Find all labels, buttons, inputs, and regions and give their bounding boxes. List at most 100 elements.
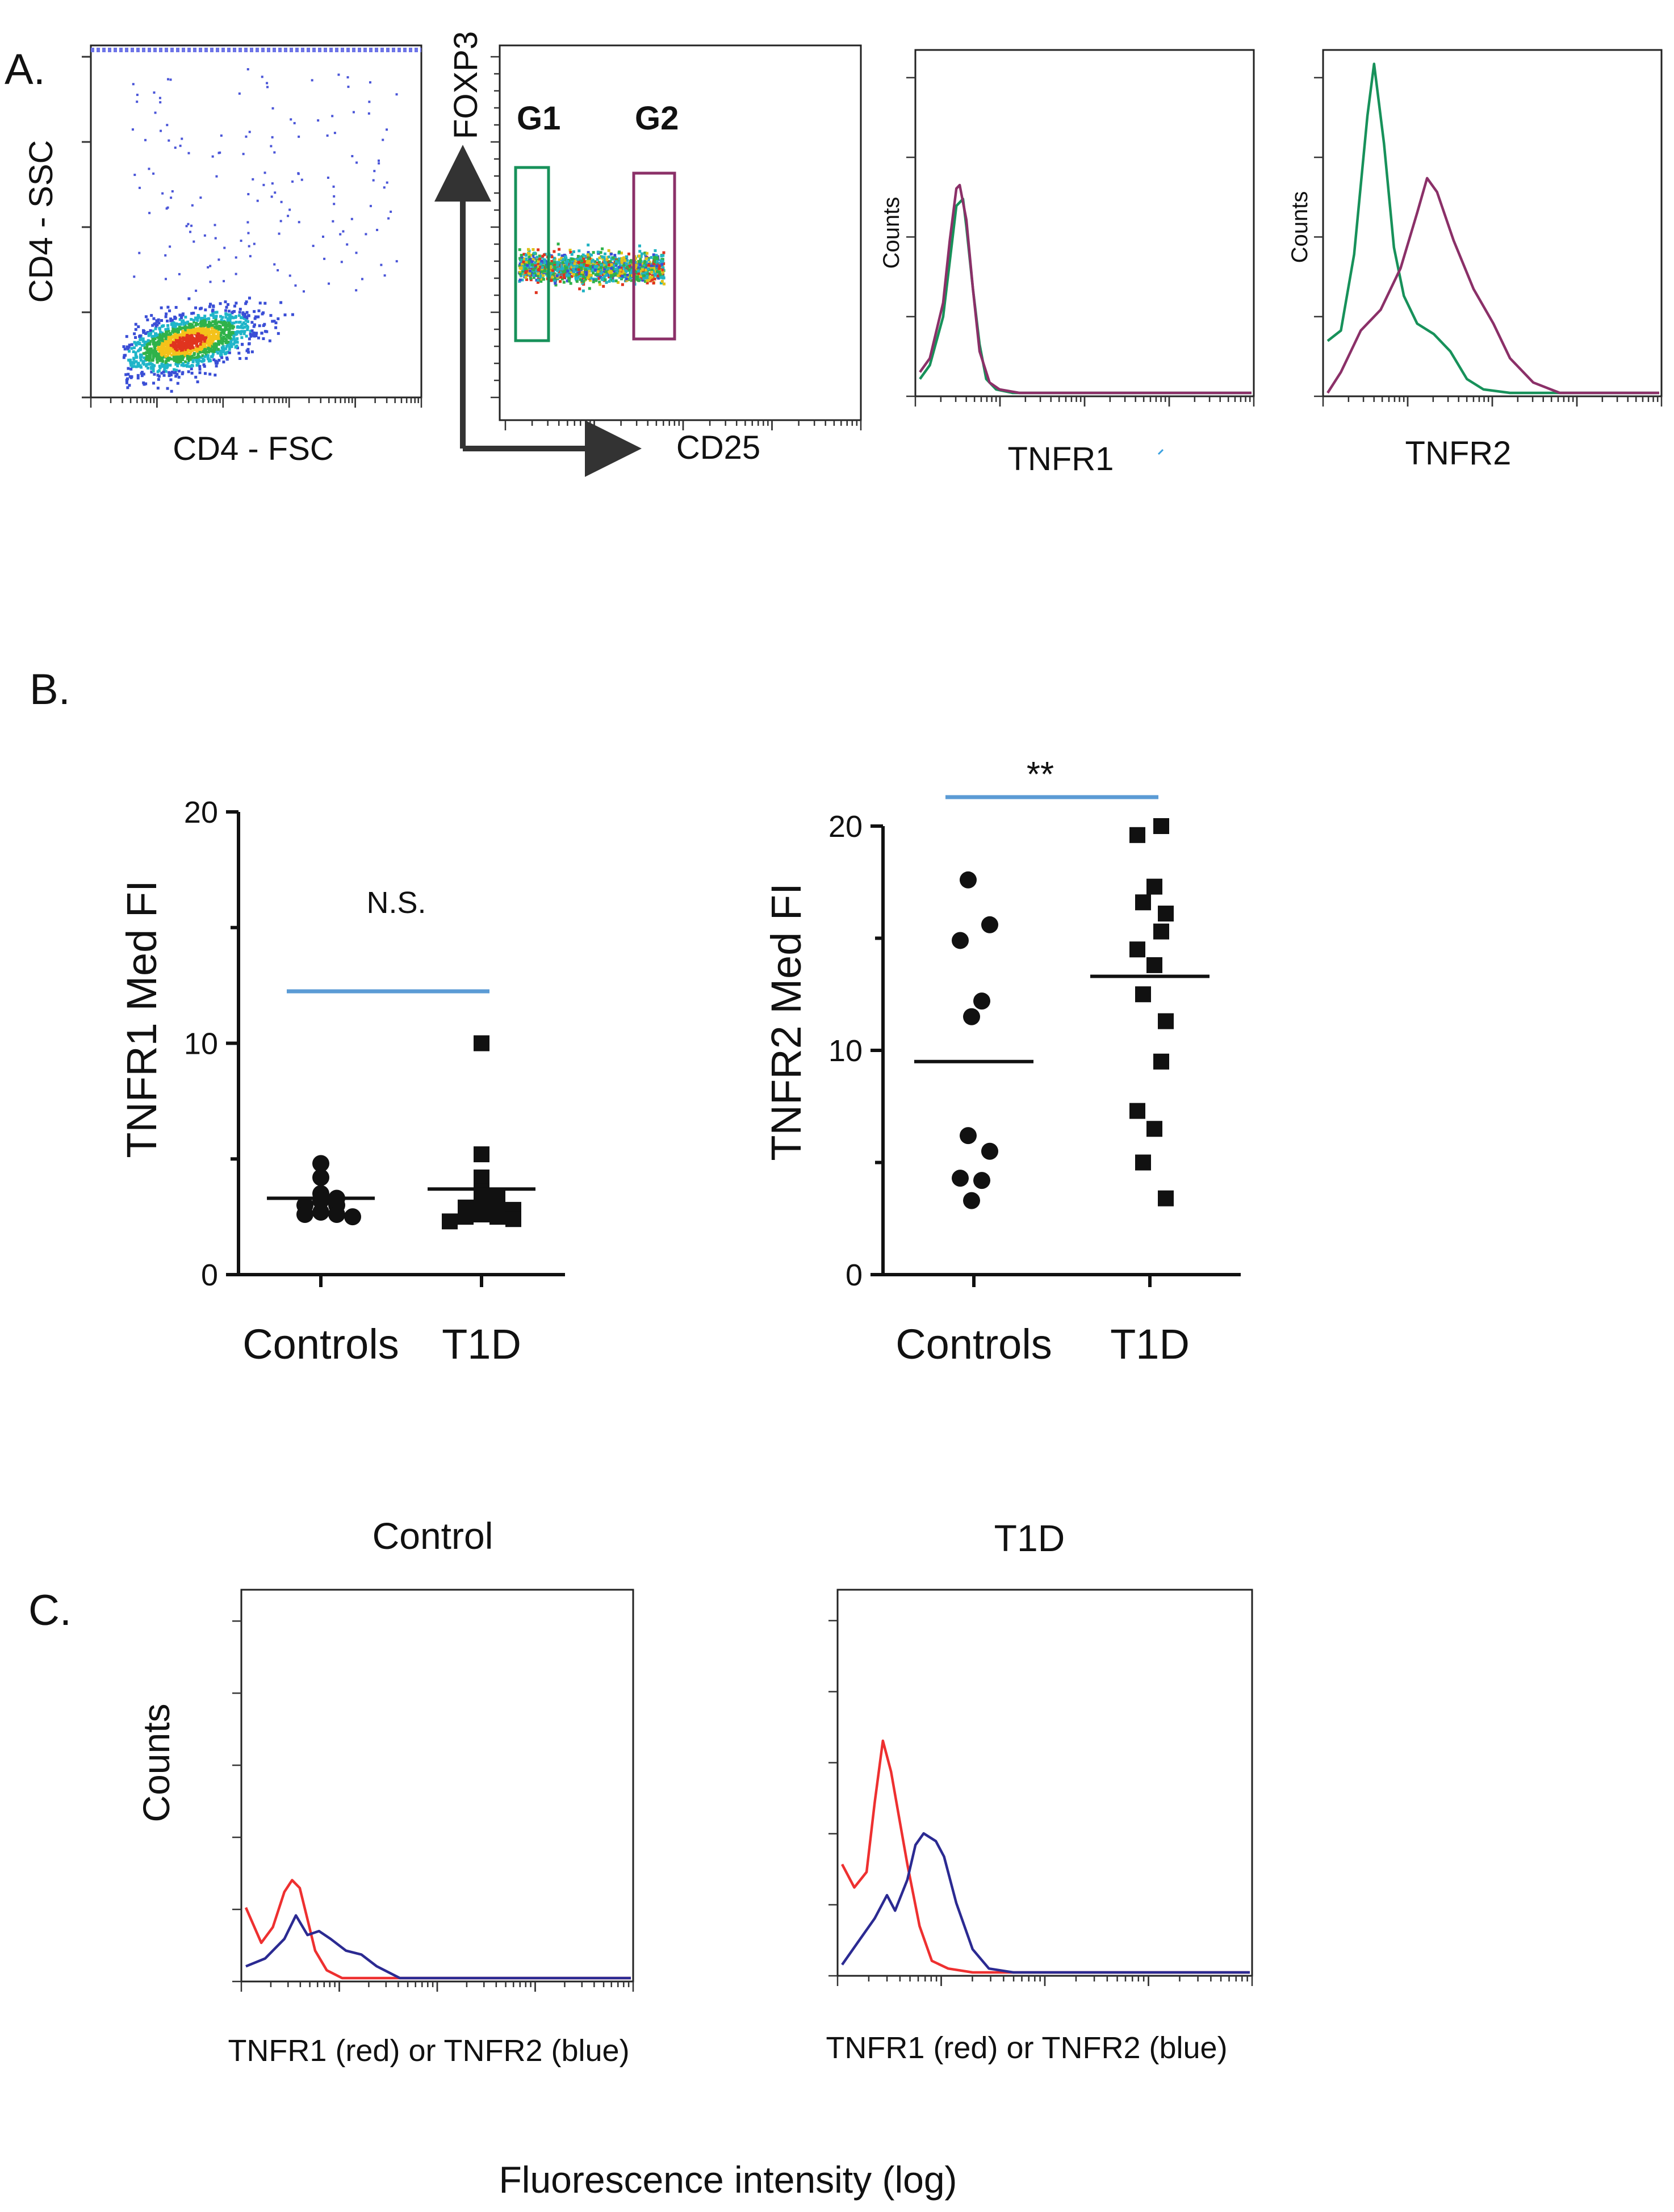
event-dot — [190, 367, 193, 371]
event-dot — [377, 159, 380, 162]
event-dot — [365, 233, 367, 236]
event-dot — [245, 311, 249, 314]
event-dot — [280, 200, 283, 203]
event-dot — [215, 321, 219, 325]
event-dot — [607, 255, 610, 259]
event-dot — [190, 331, 193, 334]
event-dot — [175, 322, 178, 325]
event-dot — [605, 258, 609, 261]
event-dot — [576, 254, 580, 258]
event-dot — [181, 330, 185, 334]
event-dot — [571, 263, 575, 267]
event-dot — [164, 315, 168, 319]
event-dot — [198, 345, 202, 349]
event-dot — [173, 336, 177, 340]
event-dot — [242, 321, 245, 325]
event-dot — [139, 337, 143, 340]
event-dot — [540, 259, 543, 263]
event-dot — [629, 276, 632, 280]
event-dot — [604, 265, 608, 269]
event-dot — [174, 352, 177, 355]
event-dot — [624, 262, 627, 265]
event-dot — [606, 259, 610, 263]
event-dot — [591, 259, 595, 262]
event-dot — [603, 270, 606, 273]
event-dot — [647, 257, 650, 260]
event-dot — [206, 355, 210, 359]
event-dot — [215, 337, 218, 341]
data-point — [312, 1203, 329, 1221]
event-dot — [566, 279, 569, 283]
event-dot — [206, 341, 209, 344]
event-dot — [645, 261, 648, 264]
event-dot — [130, 347, 133, 350]
event-dot — [172, 358, 175, 361]
event-dot — [178, 340, 182, 343]
event-dot — [215, 334, 219, 338]
event-dot — [541, 266, 544, 269]
event-dot — [217, 152, 220, 154]
event-dot — [188, 324, 191, 328]
event-dot — [137, 342, 141, 345]
event-dot — [209, 359, 212, 363]
event-dot — [541, 268, 544, 271]
event-dot — [583, 266, 587, 270]
event-dot — [153, 337, 157, 341]
gate-g1[interactable] — [514, 166, 550, 342]
event-dot — [219, 333, 223, 337]
event-dot — [659, 259, 663, 262]
event-dot — [148, 357, 152, 360]
event-dot — [645, 270, 648, 274]
event-dot — [198, 326, 202, 330]
event-dot — [347, 85, 350, 88]
event-dot — [537, 272, 540, 275]
event-dot — [583, 262, 586, 266]
event-dot — [653, 260, 656, 263]
event-dot — [207, 323, 210, 326]
event-dot — [247, 232, 250, 234]
event-dot — [127, 367, 130, 370]
event-dot — [139, 364, 142, 367]
ytick-label: 10 — [184, 1027, 218, 1061]
event-dot — [182, 364, 186, 367]
event-dot — [204, 308, 207, 312]
plot-a2: G1 G2 FOXP3 CD25 — [434, 31, 862, 477]
event-dot — [598, 280, 601, 284]
event-dot — [238, 92, 241, 95]
event-dot — [220, 328, 224, 332]
event-dot — [647, 263, 650, 267]
event-dot — [522, 257, 525, 261]
event-dot — [175, 358, 178, 361]
event-dot — [576, 258, 580, 261]
event-dot — [577, 268, 580, 271]
event-dot — [224, 326, 228, 329]
event-dot — [128, 384, 131, 387]
event-dot — [189, 349, 192, 352]
event-dot — [215, 326, 219, 330]
event-dot — [243, 330, 246, 333]
event-dot — [183, 326, 186, 330]
gate-g2[interactable] — [632, 171, 676, 341]
event-dot — [145, 357, 148, 361]
event-dot — [247, 350, 250, 354]
event-dot — [268, 339, 271, 342]
event-dot — [581, 289, 585, 292]
event-dot — [217, 328, 221, 331]
event-dot — [253, 317, 257, 320]
event-dot — [340, 261, 343, 263]
event-dot — [578, 270, 581, 273]
event-dot — [228, 323, 231, 326]
event-dot — [207, 343, 211, 346]
event-dot — [190, 355, 194, 359]
event-dot — [565, 262, 568, 266]
event-dot — [630, 279, 633, 282]
event-dot — [551, 278, 555, 281]
event-dot — [195, 290, 198, 292]
event-dot — [269, 314, 273, 317]
event-dot — [223, 328, 226, 332]
event-dot — [196, 330, 200, 333]
event-dot — [198, 371, 202, 374]
event-dot — [182, 319, 185, 322]
event-dot — [650, 266, 654, 270]
event-dot — [226, 317, 229, 320]
